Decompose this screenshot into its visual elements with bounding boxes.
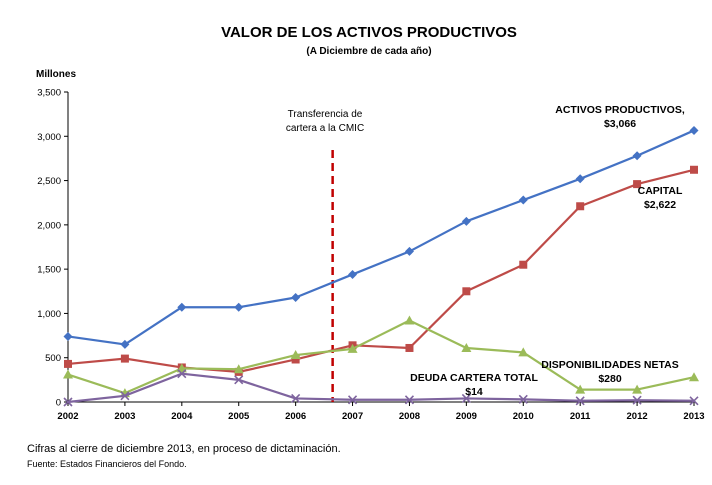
x-tick-label: 2009 <box>456 411 477 422</box>
label-capital-name: CAPITAL <box>638 185 683 197</box>
x-tick-label: 2002 <box>57 411 78 422</box>
data-point-activos <box>404 246 414 256</box>
data-point-capital <box>576 202 585 211</box>
data-point-activos <box>177 302 187 312</box>
label-deuda-value: $14 <box>465 386 483 398</box>
footnote: Cifras al cierre de diciembre 2013, en p… <box>27 443 341 455</box>
data-point-disponibilidades <box>347 343 358 353</box>
label-capital-value: $2,622 <box>644 199 676 211</box>
label-deuda-name: DEUDA CARTERA TOTAL <box>410 372 538 384</box>
y-tick-label: 2,000 <box>37 220 61 231</box>
data-point-disponibilidades <box>233 364 244 374</box>
x-tick-label: 2007 <box>342 411 363 422</box>
series-line-deuda <box>67 372 695 404</box>
line-chart: VALOR DE LOS ACTIVOS PRODUCTIVOS (A Dici… <box>36 24 705 422</box>
data-point-disponibilidades <box>461 342 472 352</box>
series-line-disponibilidades <box>67 319 695 395</box>
x-ticks: 2002 2003 2004 2005 2006 2007 2008 2009 2010 2011… <box>57 402 705 422</box>
annotation-text-line2: cartera a la CMIC <box>286 123 364 134</box>
data-point-activos <box>234 302 244 312</box>
data-point-disponibilidades <box>404 315 415 325</box>
axes <box>67 92 694 403</box>
data-point-deuda <box>291 393 301 404</box>
y-tick-label: 1,500 <box>37 265 61 276</box>
label-activos-value: $3,066 <box>604 118 636 130</box>
data-point-disponibilidades <box>290 350 301 360</box>
y-tick-label: 3,000 <box>37 132 61 143</box>
y-tick-label: 1,000 <box>37 309 61 320</box>
data-point-capital <box>633 180 642 189</box>
data-point-capital <box>64 359 72 368</box>
x-tick-label: 2008 <box>399 411 420 422</box>
series-capital <box>64 165 698 376</box>
data-point-disponibilidades <box>575 384 586 394</box>
y-axis-label: Millones <box>36 69 76 80</box>
label-disponibilidades-value: $280 <box>598 373 622 385</box>
x-tick-label: 2005 <box>228 411 250 422</box>
series-group <box>63 125 699 407</box>
series-line-activos <box>67 129 695 346</box>
series-labels: ACTIVOS PRODUCTIVOS, $3,066 CAPITAL $2,6… <box>410 104 685 398</box>
data-point-deuda <box>347 395 358 405</box>
y-ticks: 0 500 1,000 1,500 2,000 2,500 3,000 3,500 <box>37 88 68 409</box>
data-point-disponibilidades <box>689 372 699 382</box>
data-point-deuda <box>234 375 244 385</box>
data-point-activos <box>291 292 301 302</box>
data-point-capital <box>120 354 129 363</box>
data-point-capital <box>690 165 698 174</box>
data-point-capital <box>291 355 300 364</box>
x-tick-label: 2013 <box>683 411 704 422</box>
chart-title: VALOR DE LOS ACTIVOS PRODUCTIVOS <box>221 24 517 41</box>
data-point-disponibilidades <box>518 347 529 357</box>
data-point-deuda <box>689 396 699 406</box>
data-point-deuda <box>177 369 187 379</box>
series-line-capital <box>67 168 695 373</box>
y-tick-label: 2,500 <box>37 176 61 187</box>
data-point-deuda <box>461 393 471 404</box>
data-point-activos <box>632 151 642 161</box>
x-tick-label: 2004 <box>171 411 193 422</box>
label-disponibilidades-name: DISPONIBILIDADES NETAS <box>541 359 678 371</box>
data-point-capital <box>519 260 528 269</box>
data-point-activos <box>575 174 585 184</box>
x-tick-label: 2003 <box>114 411 135 422</box>
data-point-activos <box>461 216 471 226</box>
y-tick-label: 0 <box>56 398 61 409</box>
data-point-deuda <box>63 397 73 407</box>
y-tick-label: 500 <box>45 353 61 364</box>
data-point-capital <box>462 287 471 296</box>
data-point-activos <box>63 331 73 341</box>
data-point-disponibilidades <box>63 369 73 379</box>
y-tick-label: 3,500 <box>37 88 61 99</box>
data-point-deuda <box>404 395 415 405</box>
data-point-deuda <box>120 391 130 401</box>
data-point-activos <box>689 125 699 135</box>
x-tick-label: 2011 <box>570 411 591 422</box>
transfer-annotation: Transferencia de cartera a la CMIC <box>286 109 364 402</box>
data-point-deuda <box>575 396 585 406</box>
series-activos <box>63 125 699 349</box>
series-deuda <box>63 369 699 407</box>
data-point-activos <box>518 195 528 205</box>
series-disponibilidades <box>63 315 699 398</box>
x-tick-label: 2006 <box>285 411 306 422</box>
source-note: Fuente: Estados Financieros del Fondo. <box>27 459 187 469</box>
data-point-deuda <box>632 395 642 405</box>
chart-subtitle: (A Diciembre de cada año) <box>306 46 431 57</box>
data-point-disponibilidades <box>632 384 643 394</box>
data-point-capital <box>405 343 414 352</box>
x-tick-label: 2010 <box>513 411 534 422</box>
annotation-text-line1: Transferencia de <box>288 109 363 120</box>
data-point-activos <box>348 269 358 279</box>
label-activos-name: ACTIVOS PRODUCTIVOS, <box>555 104 685 116</box>
x-tick-label: 2012 <box>627 411 648 422</box>
data-point-deuda <box>518 394 528 404</box>
data-point-activos <box>120 339 130 349</box>
